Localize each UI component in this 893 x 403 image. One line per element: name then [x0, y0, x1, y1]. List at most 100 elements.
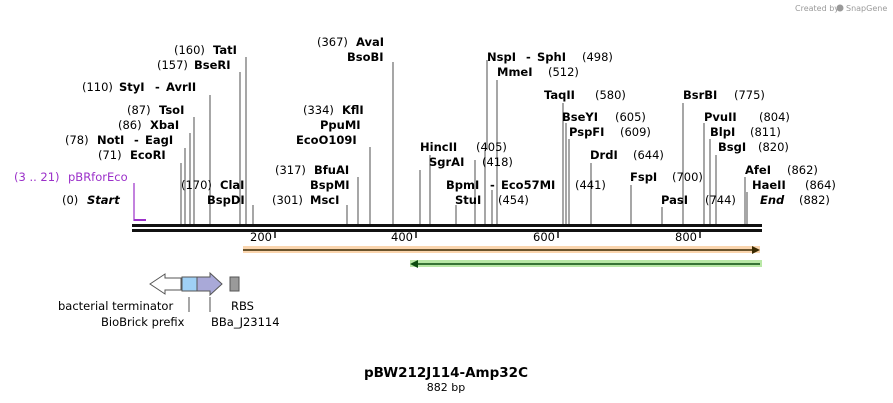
enzyme-ecori: EcoRI	[130, 148, 166, 162]
rbs-box	[229, 276, 240, 292]
enzyme-pos: (862)	[787, 163, 818, 177]
enzyme-msci: MscI	[310, 193, 339, 207]
enzyme-pos: (78)	[65, 133, 89, 147]
enzyme-bspdi: BspDI	[207, 193, 245, 207]
ruler-label: 200	[250, 230, 272, 244]
credit-text: Created by	[795, 4, 839, 13]
plasmid-title: pBW212J114-Amp32C	[364, 365, 528, 381]
enzyme-pos: (609)	[620, 125, 651, 139]
ruler: 200 400 600 800	[250, 230, 701, 244]
enzyme-hincii: HincII	[420, 140, 457, 154]
enzyme-blpi: BlpI	[710, 125, 735, 139]
enzyme-pos: (160)	[174, 43, 205, 57]
snapgene-logo-icon	[836, 4, 844, 12]
enzyme-pos: (87)	[127, 103, 151, 117]
enzyme-bsobi: BsoBI	[347, 50, 384, 64]
enzyme-pos: (334)	[303, 103, 334, 117]
plasmid-length: 882 bp	[427, 381, 465, 394]
enzyme-pos: (811)	[750, 125, 781, 139]
enzyme-pos: (86)	[118, 118, 142, 132]
enzyme-pos: (644)	[633, 148, 664, 162]
enzyme-bsrbi: BsrBI	[683, 88, 717, 102]
enzyme-ecoo109i: EcoO109I	[296, 133, 357, 147]
enzyme-pos: (317)	[275, 163, 306, 177]
biobrick-prefix-label: BioBrick prefix	[101, 315, 185, 329]
enzyme-pos: (744)	[705, 193, 736, 207]
enzyme-dash: -	[526, 50, 531, 64]
enzyme-nspi: NspI	[487, 50, 516, 64]
enzyme-fspi: FspI	[630, 170, 657, 184]
enzyme-pos: (498)	[582, 50, 613, 64]
promoter-arrow	[196, 271, 223, 297]
enzyme-dash: -	[155, 80, 160, 94]
enzyme-bpmi: BpmI	[446, 178, 479, 192]
enzyme-pspfi: PspFI	[569, 125, 604, 139]
backbone-bottom-strand	[132, 229, 762, 232]
enzyme-pos: (454)	[498, 193, 529, 207]
enzyme-bspmi: BspMI	[310, 178, 350, 192]
enzyme-pos: (405)	[476, 140, 507, 154]
enzyme-bseyi: BseYI	[562, 110, 598, 124]
enzyme-kfli: KflI	[342, 103, 364, 117]
orange-feature-arrowhead	[752, 246, 760, 254]
enzyme-pos: (605)	[615, 110, 646, 124]
enzyme-avrii: AvrII	[166, 80, 196, 94]
enzyme-ppumi: PpuMI	[320, 118, 361, 132]
rbs-label: RBS	[231, 299, 254, 313]
end-pos: (882)	[799, 193, 830, 207]
enzyme-avai: AvaI	[356, 35, 384, 49]
enzyme-mmei: MmeI	[497, 65, 533, 79]
green-feature-arrowhead	[410, 260, 418, 268]
enzyme-bseri: BseRI	[194, 58, 231, 72]
enzyme-sphi: SphI	[537, 50, 566, 64]
enzyme-pos: (775)	[734, 88, 765, 102]
ruler-label: 400	[391, 230, 413, 244]
enzyme-stui: StuI	[455, 193, 481, 207]
enzyme-pos: (820)	[758, 140, 789, 154]
enzyme-pos: (804)	[759, 110, 790, 124]
enzyme-pos: (441)	[575, 178, 606, 192]
enzyme-pasi: PasI	[661, 193, 688, 207]
enzyme-dash: -	[490, 178, 495, 192]
enzyme-pos: (301)	[272, 193, 303, 207]
primer-site: (3 .. 21) pBRforEco	[14, 170, 146, 221]
enzyme-pos: (367)	[317, 35, 348, 49]
enzyme-pos: (864)	[805, 178, 836, 192]
dna-backbone	[132, 224, 762, 232]
promoter-label: BBa_J23114	[211, 315, 280, 329]
backbone-top-strand	[132, 224, 762, 227]
enzyme-eagi: EagI	[145, 133, 173, 147]
credit-brand: SnapGene	[846, 4, 887, 13]
enzyme-drdi: DrdI	[590, 148, 618, 162]
start-pos: (0)	[62, 193, 78, 207]
enzyme-labels-right: TaqII (580) BseYI (605) PspFI (609) DrdI…	[544, 88, 836, 207]
bacterial-terminator-label: bacterial terminator	[58, 299, 173, 313]
ruler-label: 800	[675, 230, 697, 244]
primer-range: (3 .. 21)	[14, 170, 60, 184]
enzyme-eco57mi: Eco57MI	[501, 178, 555, 192]
enzyme-dash: -	[134, 133, 139, 147]
enzyme-labels-middle: (367) AvaI BsoBI (334) KflI PpuMI EcoO10…	[272, 35, 613, 207]
enzyme-pos: (418)	[482, 155, 513, 169]
enzyme-pos: (170)	[181, 178, 212, 192]
enzyme-pvuii: PvuII	[704, 110, 737, 124]
end-label: End	[760, 193, 785, 207]
enzyme-styi: StyI	[119, 80, 145, 94]
enzyme-pos: (110)	[82, 80, 113, 94]
feature-tracks	[243, 246, 762, 268]
enzyme-bsgi: BsgI	[718, 140, 746, 154]
enzyme-pos: (512)	[548, 65, 579, 79]
primer-name: pBRforEco	[68, 170, 128, 184]
enzyme-tati: TatI	[213, 43, 237, 57]
enzyme-taqii: TaqII	[544, 88, 575, 102]
start-label: Start	[87, 193, 120, 207]
enzyme-labels-left: (160) TatI (157) BseRI (110) StyI - AvrI…	[62, 43, 245, 207]
snapgene-credit: Created by SnapGene	[795, 4, 887, 13]
enzyme-bfuai: BfuAI	[314, 163, 349, 177]
ruler-label: 600	[533, 230, 555, 244]
bacterial-terminator-arrow	[149, 273, 182, 295]
biobrick-prefix-box	[181, 276, 198, 292]
genetic-parts: bacterial terminator RBS BioBrick prefix…	[58, 271, 280, 329]
enzyme-clai: ClaI	[220, 178, 244, 192]
